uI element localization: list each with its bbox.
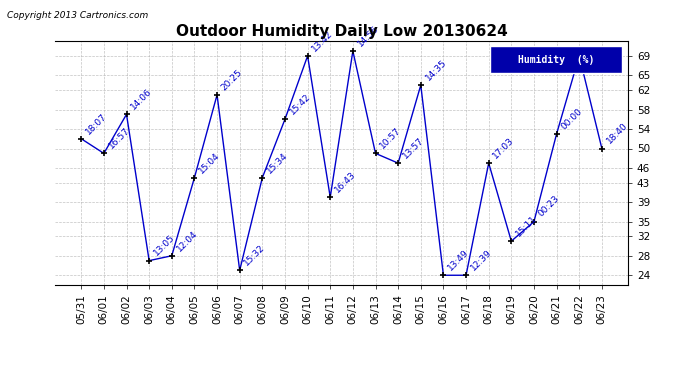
Text: 13:57: 13:57 [401, 136, 426, 160]
Text: 13:49: 13:49 [446, 248, 471, 273]
Text: 14:56: 14:56 [355, 24, 380, 48]
Text: 17:03: 17:03 [491, 136, 516, 160]
Text: 12:39: 12:39 [469, 248, 493, 273]
Text: 15:34: 15:34 [265, 150, 290, 175]
Text: 13:05: 13:05 [152, 233, 177, 258]
Text: 20:25: 20:25 [220, 68, 244, 92]
Text: 15:11: 15:11 [514, 214, 539, 238]
Text: 13:42: 13:42 [310, 28, 335, 53]
Text: 00:00: 00:00 [560, 106, 584, 131]
Text: 14:06: 14:06 [129, 87, 154, 112]
Text: 15:32: 15:32 [242, 243, 267, 268]
Text: 10:57: 10:57 [378, 126, 403, 151]
Text: 14:35: 14:35 [424, 58, 448, 82]
Text: 18:40: 18:40 [604, 121, 629, 146]
Text: 16:57: 16:57 [107, 126, 131, 151]
Title: Outdoor Humidity Daily Low 20130624: Outdoor Humidity Daily Low 20130624 [176, 24, 507, 39]
Text: 15:04: 15:04 [197, 150, 221, 175]
Text: 16:43: 16:43 [333, 170, 357, 195]
Text: 15:42: 15:42 [288, 92, 312, 117]
Text: 12:04: 12:04 [175, 228, 199, 253]
Text: 00:23: 00:23 [537, 194, 561, 219]
Text: Copyright 2013 Cartronics.com: Copyright 2013 Cartronics.com [7, 11, 148, 20]
Text: 18:07: 18:07 [84, 111, 108, 136]
